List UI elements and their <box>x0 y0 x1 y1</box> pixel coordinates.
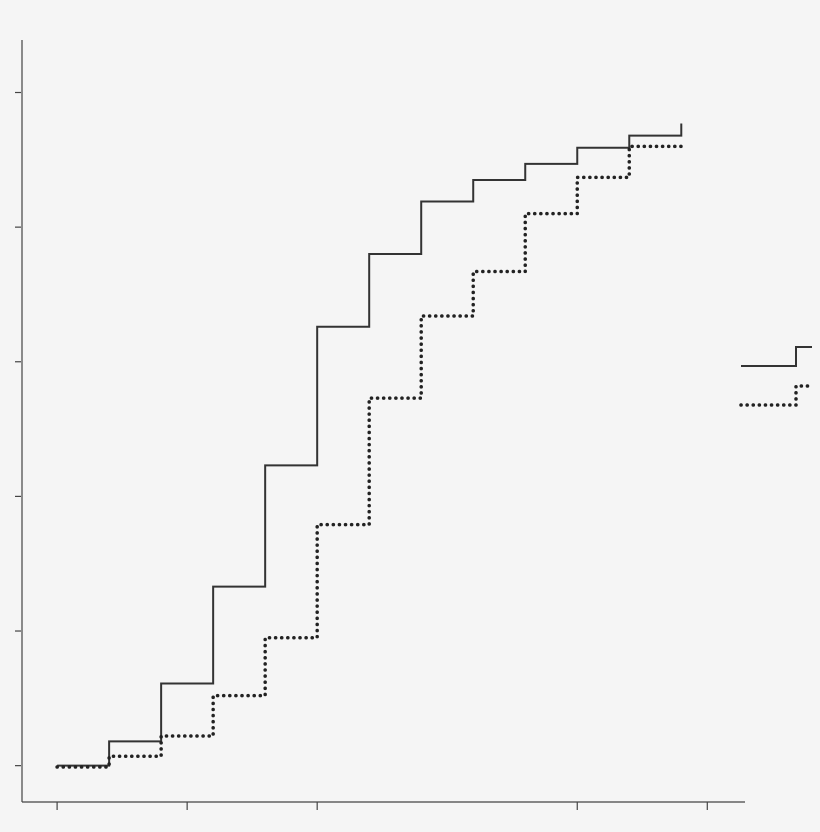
legend-symbol <box>739 384 814 407</box>
step-line <box>57 123 683 767</box>
legend-symbol <box>741 346 812 367</box>
step-line <box>55 144 684 769</box>
